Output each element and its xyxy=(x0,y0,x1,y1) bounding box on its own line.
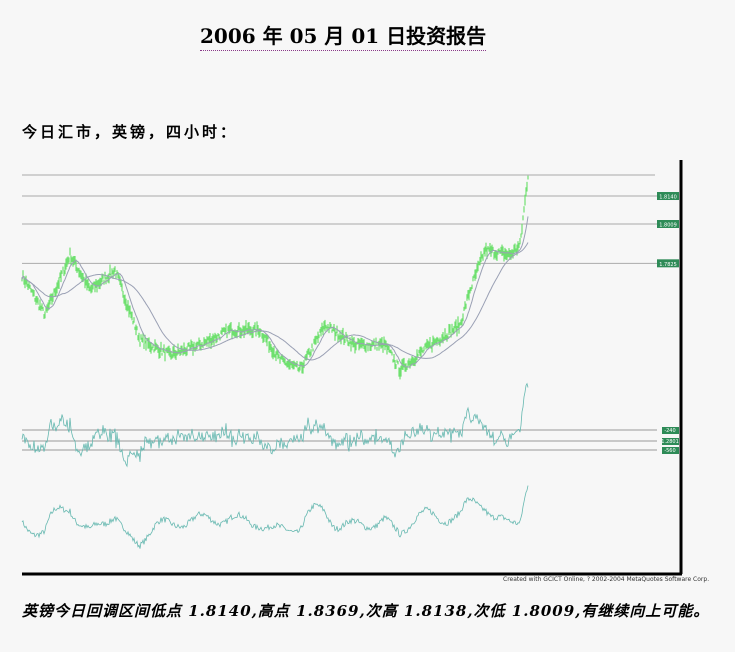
oscillator-level-tag xyxy=(662,447,679,454)
price-chart: 1.8140 1.8009 1.7825 -240 1.2801 -560 xyxy=(21,160,683,576)
moving-average-fast xyxy=(21,216,529,368)
section-subtitle: 今日汇市，英镑，四小时： xyxy=(22,123,239,141)
report-title: 2006 年 05 月 01 日投资报告 xyxy=(200,20,487,51)
price-level-label: 1.8140 xyxy=(659,195,677,201)
price-level-label: 1.8009 xyxy=(659,223,677,229)
chart-credit: Created with GCICT Online, ? 2002-2004 M… xyxy=(503,576,710,583)
oscillator-level-label: -560 xyxy=(664,448,675,454)
price-level-tag xyxy=(657,192,679,201)
oscillator-line-2 xyxy=(21,485,529,549)
price-level-tag xyxy=(657,220,679,228)
oscillator-level-tag xyxy=(662,427,679,434)
oscillator-line-1 xyxy=(21,382,529,468)
oscillator-level-tag xyxy=(662,438,679,445)
analysis-summary: 英镑今日回调区间低点 1.8140,高点 1.8369,次高 1.8138,次低… xyxy=(22,602,710,620)
oscillator-level-label: -240 xyxy=(664,428,675,434)
oscillator-level-label: 1.2801 xyxy=(661,439,679,445)
moving-average-slow xyxy=(21,242,529,361)
price-level-tag xyxy=(657,259,679,268)
price-level-label: 1.7825 xyxy=(659,262,677,268)
